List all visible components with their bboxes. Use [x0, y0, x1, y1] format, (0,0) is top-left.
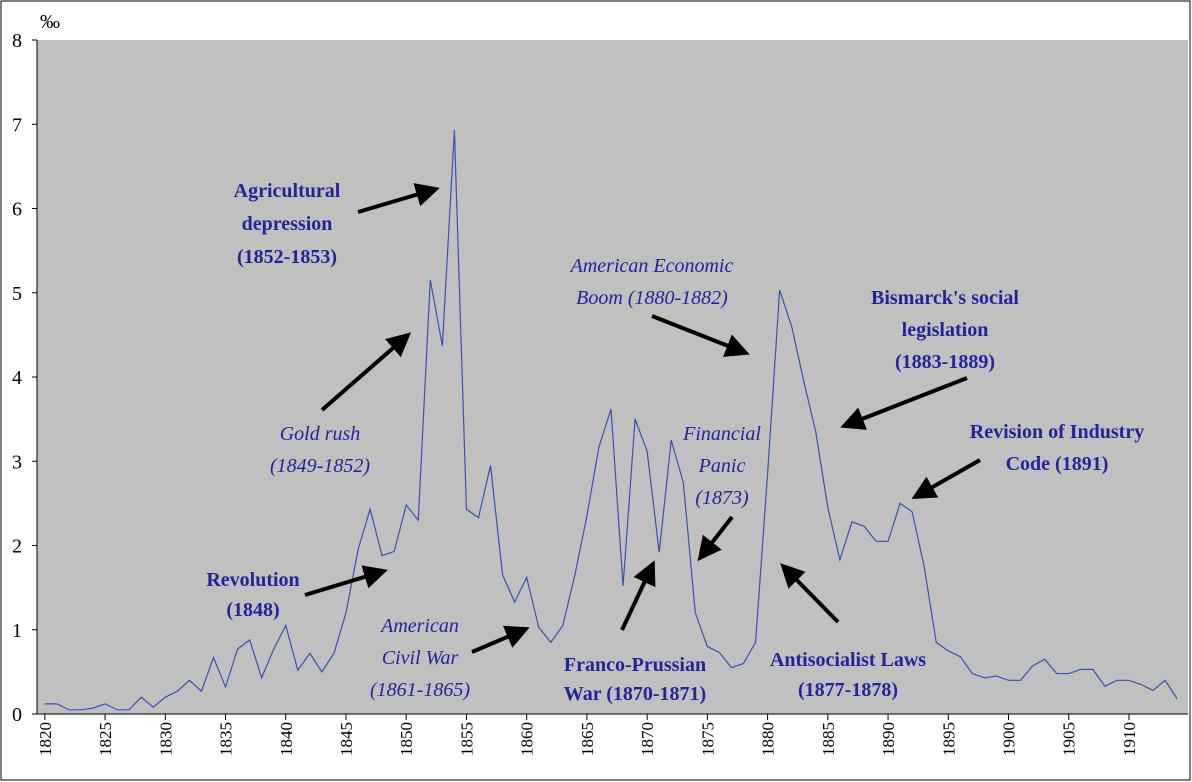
annotation: Antisocialist Laws — [770, 649, 926, 671]
annotation: (1883-1889) — [895, 351, 995, 373]
arrow — [304, 565, 388, 597]
annotation: War (1870-1871) — [564, 683, 706, 705]
x-tick-label: 1885 — [819, 722, 838, 756]
annotation: (1848) — [226, 599, 279, 621]
annotation: (1849-1852) — [270, 455, 370, 477]
x-tick-label: 1890 — [879, 722, 898, 756]
annotation: Code (1891) — [1006, 453, 1109, 475]
y-tick-label: 5 — [12, 283, 22, 305]
annotation: American Economic — [569, 255, 734, 277]
y-tick-label: 4 — [12, 367, 22, 389]
annotation: Financial — [682, 423, 761, 445]
x-tick-label: 1855 — [457, 722, 476, 756]
annotation: Bismarck's social — [871, 287, 1019, 309]
arrow — [620, 560, 656, 631]
annotation: Agricultural — [234, 180, 341, 202]
arrow — [651, 314, 750, 357]
x-tick-label: 1880 — [759, 722, 778, 756]
y-tick-label: 1 — [12, 620, 22, 642]
y-tick-label: 8 — [12, 30, 22, 52]
y-tick-label: 0 — [12, 704, 22, 726]
annotation: legislation — [902, 319, 989, 341]
arrow — [357, 183, 440, 214]
x-tick-label: 1840 — [277, 722, 296, 756]
x-tick-label: 1850 — [397, 722, 416, 756]
x-tick-label: 1905 — [1060, 722, 1079, 756]
y-tick-label: 6 — [12, 199, 22, 221]
arrow — [697, 515, 734, 562]
annotation: Boom (1880-1882) — [576, 287, 728, 309]
arrow — [911, 458, 981, 499]
data-line — [44, 130, 1178, 711]
annotation: Panic — [698, 455, 746, 477]
x-tick-label: 1835 — [217, 722, 236, 756]
y-tick-label: 2 — [12, 536, 22, 558]
annotation: American — [379, 615, 459, 637]
annotation: Revolution — [206, 569, 299, 591]
x-tick-label: 1820 — [36, 722, 55, 756]
x-tick-label: 1845 — [337, 722, 356, 756]
annotation: Civil War — [382, 647, 459, 669]
arrow — [320, 332, 412, 412]
y-axis-label: ‰ — [40, 11, 60, 33]
annotation: Franco-Prussian — [564, 654, 706, 676]
x-tick-label: 1895 — [939, 722, 958, 756]
annotation: (1861-1865) — [370, 679, 470, 701]
annotation: (1873) — [695, 487, 749, 509]
x-tick-label: 1830 — [156, 722, 175, 756]
annotation: depression — [242, 213, 333, 235]
annotation: Revision of Industry — [970, 421, 1144, 443]
x-tick-label: 1875 — [698, 722, 717, 756]
y-tick-label: 7 — [12, 114, 22, 136]
arrow — [780, 563, 840, 624]
x-tick-label: 1870 — [638, 722, 657, 756]
arrow — [471, 625, 530, 654]
plot-area — [37, 40, 1188, 714]
x-tick-label: 1825 — [96, 722, 115, 756]
x-tick-label: 1900 — [1000, 722, 1019, 756]
x-tick-label: 1860 — [518, 722, 537, 756]
arrow — [840, 376, 968, 430]
y-tick-label: 3 — [12, 451, 22, 473]
annotation: Gold rush — [280, 423, 361, 445]
x-tick-label: 1865 — [578, 722, 597, 756]
annotation: (1852-1853) — [237, 246, 337, 268]
x-tick-label: 1910 — [1120, 722, 1139, 756]
arrows — [304, 183, 981, 654]
annotation: (1877-1878) — [798, 679, 898, 701]
